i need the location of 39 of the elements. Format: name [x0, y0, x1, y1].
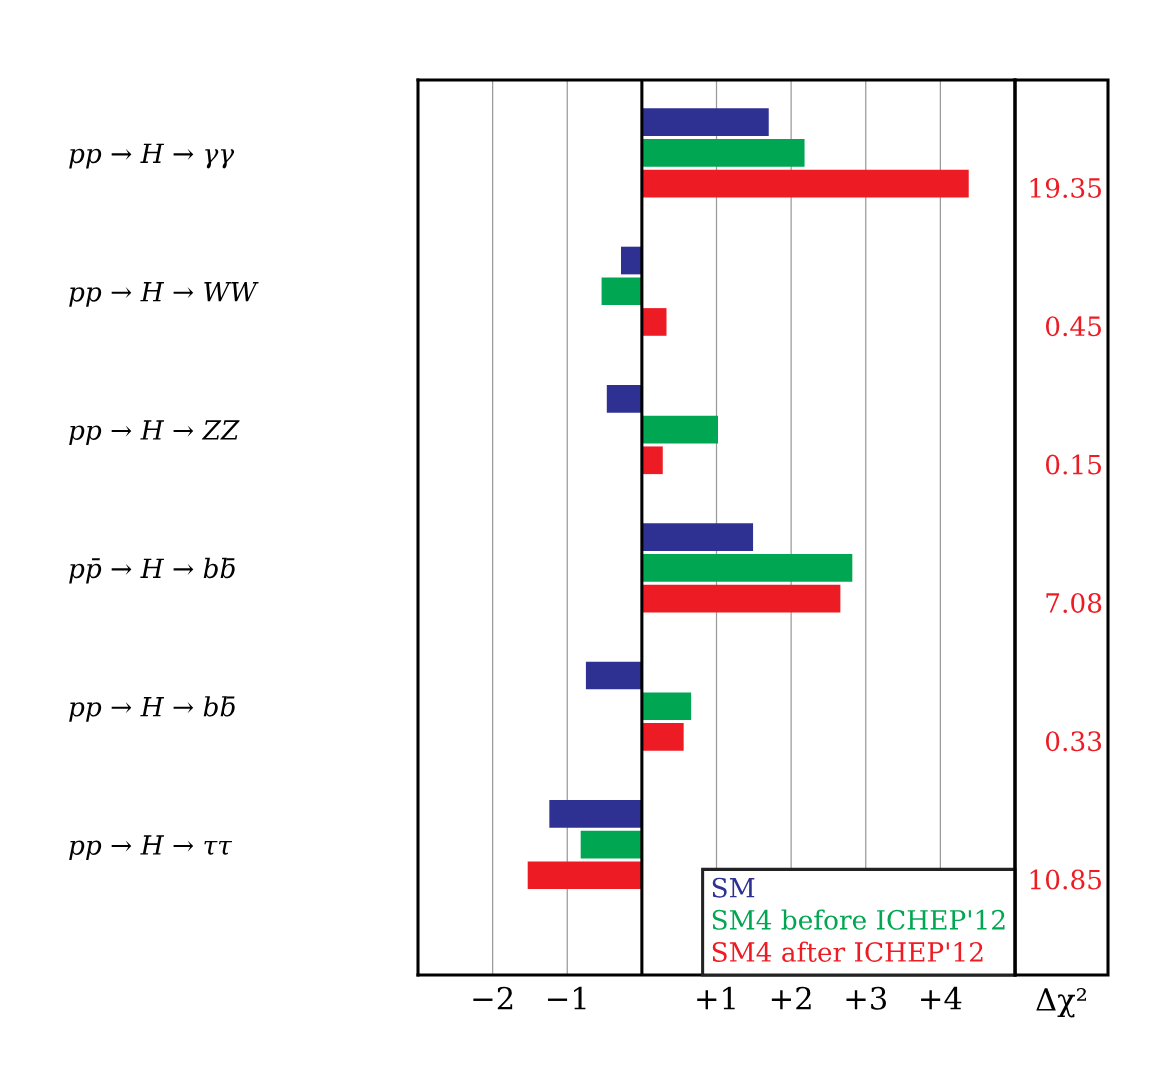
- text: SM4 after ICHEP'12: [712, 941, 983, 962]
- y-tick-label: pp → H → WW: [69, 282, 259, 307]
- bar: [641, 523, 754, 552]
- bar: [527, 861, 642, 890]
- bar: [641, 584, 841, 613]
- x-tick-label: +3: [846, 986, 886, 1010]
- bar: [641, 108, 769, 137]
- x-tick-label: −2: [473, 986, 513, 1010]
- bar: [580, 830, 642, 859]
- bar: [601, 277, 642, 306]
- x-tick-label: −1: [547, 986, 586, 1010]
- text: 0.45: [1045, 316, 1101, 337]
- text: SM4 before ICHEP'12: [712, 909, 1005, 930]
- bar: [641, 169, 969, 198]
- bar: [641, 415, 718, 444]
- text: 7.08: [1046, 592, 1102, 613]
- y-tick-label: pp → H → ττ: [69, 835, 233, 861]
- text: SM: [712, 877, 755, 898]
- text: 0.33: [1045, 731, 1102, 752]
- bar: [641, 692, 692, 721]
- text: 10.85: [1030, 869, 1101, 890]
- bar: [549, 800, 642, 828]
- bar: [641, 723, 684, 751]
- x-tick-label: +2: [771, 986, 811, 1010]
- bar: [641, 554, 853, 582]
- y-tick-label: pp → H → bb̄: [69, 696, 235, 722]
- bar: [641, 446, 663, 475]
- x-tick-label: +4: [921, 986, 962, 1010]
- bar: [606, 385, 642, 413]
- bar: [641, 308, 667, 336]
- y-tick-label: pp → H → ZZ: [69, 420, 240, 446]
- text: 0.15: [1045, 454, 1101, 475]
- text: Δχ²: [1036, 987, 1086, 1018]
- y-tick-label: pp → H → γγ: [69, 143, 235, 169]
- bar: [585, 661, 642, 690]
- bar: [641, 139, 805, 167]
- text: 19.35: [1030, 177, 1101, 198]
- x-tick-label: +1: [697, 986, 735, 1010]
- y-tick-label: pp̄ → H → bb̄: [69, 557, 235, 584]
